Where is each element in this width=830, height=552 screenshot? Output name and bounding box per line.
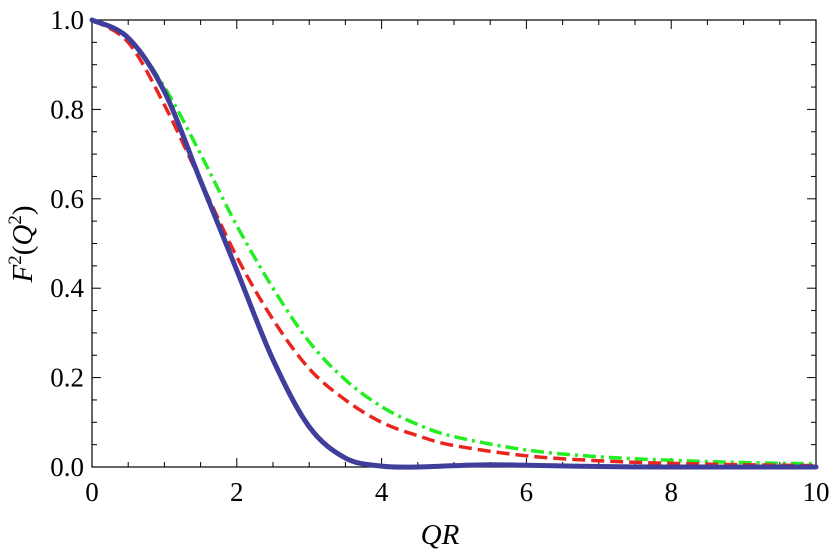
plot-frame: [91, 19, 817, 468]
series-line-dashdot: [91, 18, 817, 466]
x-tick-label: 4: [375, 477, 389, 507]
y-tick-label: 0.8: [50, 94, 84, 124]
series-line-dashed: [91, 18, 817, 468]
x-tick-label: 6: [520, 477, 534, 507]
series-layer: [89, 17, 819, 470]
x-axis-label: QR: [421, 519, 460, 551]
x-tick-label: 10: [803, 477, 830, 507]
x-tick-label: 8: [664, 477, 678, 507]
x-tick-label: 0: [85, 477, 99, 507]
ticks: [91, 19, 817, 468]
x-tick-label: 2: [230, 477, 244, 507]
y-tick-label: 0.2: [50, 363, 84, 393]
y-tick-label: 0.6: [50, 184, 84, 214]
y-tick-label: 0.0: [50, 452, 84, 482]
y-tick-label: 1.0: [50, 5, 84, 35]
tick-labels: 0 2 4 6 8 10 0.0 0.2 0.4 0.6 0.8 1.0: [50, 5, 829, 507]
y-axis-label: F2(Q2): [5, 205, 39, 283]
series-line-solid: [89, 17, 819, 470]
y-tick-label: 0.4: [50, 273, 84, 303]
